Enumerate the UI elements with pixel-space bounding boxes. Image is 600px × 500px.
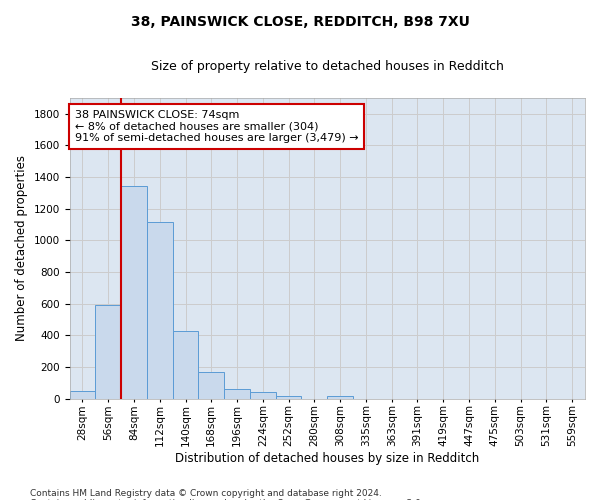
Bar [327, 396, 353, 399]
Bar [147, 222, 173, 399]
Text: 38 PAINSWICK CLOSE: 74sqm
← 8% of detached houses are smaller (304)
91% of semi-: 38 PAINSWICK CLOSE: 74sqm ← 8% of detach… [74, 110, 358, 143]
Text: Contains public sector information licensed under the Open Government Licence v3: Contains public sector information licen… [30, 498, 424, 500]
Title: Size of property relative to detached houses in Redditch: Size of property relative to detached ho… [151, 60, 504, 73]
Y-axis label: Number of detached properties: Number of detached properties [15, 156, 28, 342]
Bar [199, 372, 224, 399]
X-axis label: Distribution of detached houses by size in Redditch: Distribution of detached houses by size … [175, 452, 479, 465]
Bar [95, 304, 121, 399]
Bar [250, 392, 276, 399]
Text: Contains HM Land Registry data © Crown copyright and database right 2024.: Contains HM Land Registry data © Crown c… [30, 488, 382, 498]
Bar [173, 332, 199, 399]
Bar [121, 186, 147, 399]
Bar [224, 390, 250, 399]
Bar [276, 396, 301, 399]
Text: 38, PAINSWICK CLOSE, REDDITCH, B98 7XU: 38, PAINSWICK CLOSE, REDDITCH, B98 7XU [131, 15, 469, 29]
Bar [70, 391, 95, 399]
